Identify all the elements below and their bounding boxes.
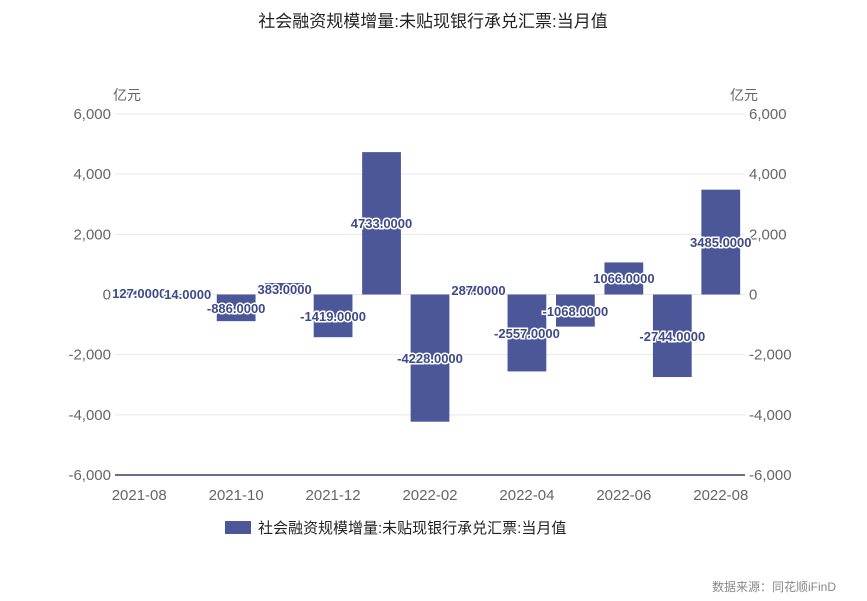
bar[interactable] bbox=[410, 294, 450, 422]
right-tick-label: -6,000 bbox=[749, 467, 792, 484]
bar[interactable] bbox=[459, 285, 498, 295]
right-tick-label: 4,000 bbox=[749, 166, 787, 183]
bar[interactable] bbox=[313, 294, 353, 338]
source-note: 数据来源：同花顺iFinD bbox=[712, 579, 836, 594]
data-label: -1068.0000 bbox=[542, 304, 608, 319]
bar[interactable] bbox=[652, 294, 692, 378]
x-tick-label: 2022-08 bbox=[693, 487, 748, 504]
chart-title: 社会融资规模增量:未贴现银行承兑汇票:当月值 bbox=[258, 12, 607, 31]
bar[interactable] bbox=[701, 189, 741, 295]
right-tick-label: -4,000 bbox=[749, 407, 792, 424]
x-tick-label: 2022-06 bbox=[596, 487, 651, 504]
x-tick-label: 2022-02 bbox=[402, 487, 457, 504]
data-label: 4733.0000 bbox=[351, 216, 412, 231]
bar[interactable] bbox=[604, 262, 644, 295]
bar[interactable] bbox=[216, 294, 256, 322]
bar[interactable] bbox=[265, 282, 304, 295]
bar-series bbox=[119, 152, 741, 422]
bar[interactable] bbox=[362, 152, 401, 295]
data-label: -1419.0000 bbox=[300, 309, 366, 324]
data-label: 127.0000 bbox=[112, 286, 166, 301]
data-label: 14.0000 bbox=[164, 287, 211, 302]
data-label: -4228.0000 bbox=[397, 351, 463, 366]
right-tick-label: 0 bbox=[749, 287, 757, 304]
x-tick-label: 2022-04 bbox=[499, 487, 554, 504]
left-tick-label: -4,000 bbox=[68, 407, 111, 424]
data-label: -2744.0000 bbox=[639, 329, 705, 344]
bar[interactable] bbox=[119, 290, 159, 295]
bar[interactable] bbox=[168, 294, 208, 296]
data-label: 287.0000 bbox=[451, 283, 505, 298]
right-tick-label: 6,000 bbox=[749, 106, 787, 123]
x-tick-label: 2021-10 bbox=[209, 487, 264, 504]
legend-swatch bbox=[225, 521, 251, 534]
left-axis-unit: 亿元 bbox=[113, 87, 141, 103]
left-tick-label: -2,000 bbox=[68, 347, 111, 364]
left-tick-label: 4,000 bbox=[73, 166, 111, 183]
data-label: 3485.0000 bbox=[690, 235, 751, 250]
left-tick-label: 0 bbox=[103, 287, 111, 304]
data-label: 1066.0000 bbox=[593, 271, 654, 286]
x-axis-ticks: 2021-08 2021-10 2021-12 2022-02 2022-04 2022-… bbox=[112, 487, 749, 504]
left-tick-label: 6,000 bbox=[73, 106, 111, 123]
right-tick-label: -2,000 bbox=[749, 347, 792, 364]
data-label: 383.0000 bbox=[257, 282, 311, 297]
data-label: -2557.0000 bbox=[494, 326, 560, 341]
legend-label: 社会融资规模增量:未贴现银行承兑汇票:当月值 bbox=[258, 520, 566, 537]
left-tick-label: -6,000 bbox=[68, 467, 111, 484]
right-axis-unit: 亿元 bbox=[730, 87, 758, 103]
right-axis-ticks: 6,000 4,000 2,000 0 -2,000 -4,000 -6,000 bbox=[749, 106, 792, 484]
right-tick-label: 2,000 bbox=[749, 226, 787, 243]
data-label: -886.0000 bbox=[207, 301, 266, 316]
x-tick-label: 2021-12 bbox=[306, 487, 361, 504]
x-tick-label: 2021-08 bbox=[112, 487, 167, 504]
bar[interactable] bbox=[507, 294, 547, 372]
left-axis-ticks: 6,000 4,000 2,000 0 -2,000 -4,000 -6,000 bbox=[68, 106, 111, 484]
bar[interactable] bbox=[556, 294, 595, 327]
left-tick-label: 2,000 bbox=[73, 226, 111, 243]
